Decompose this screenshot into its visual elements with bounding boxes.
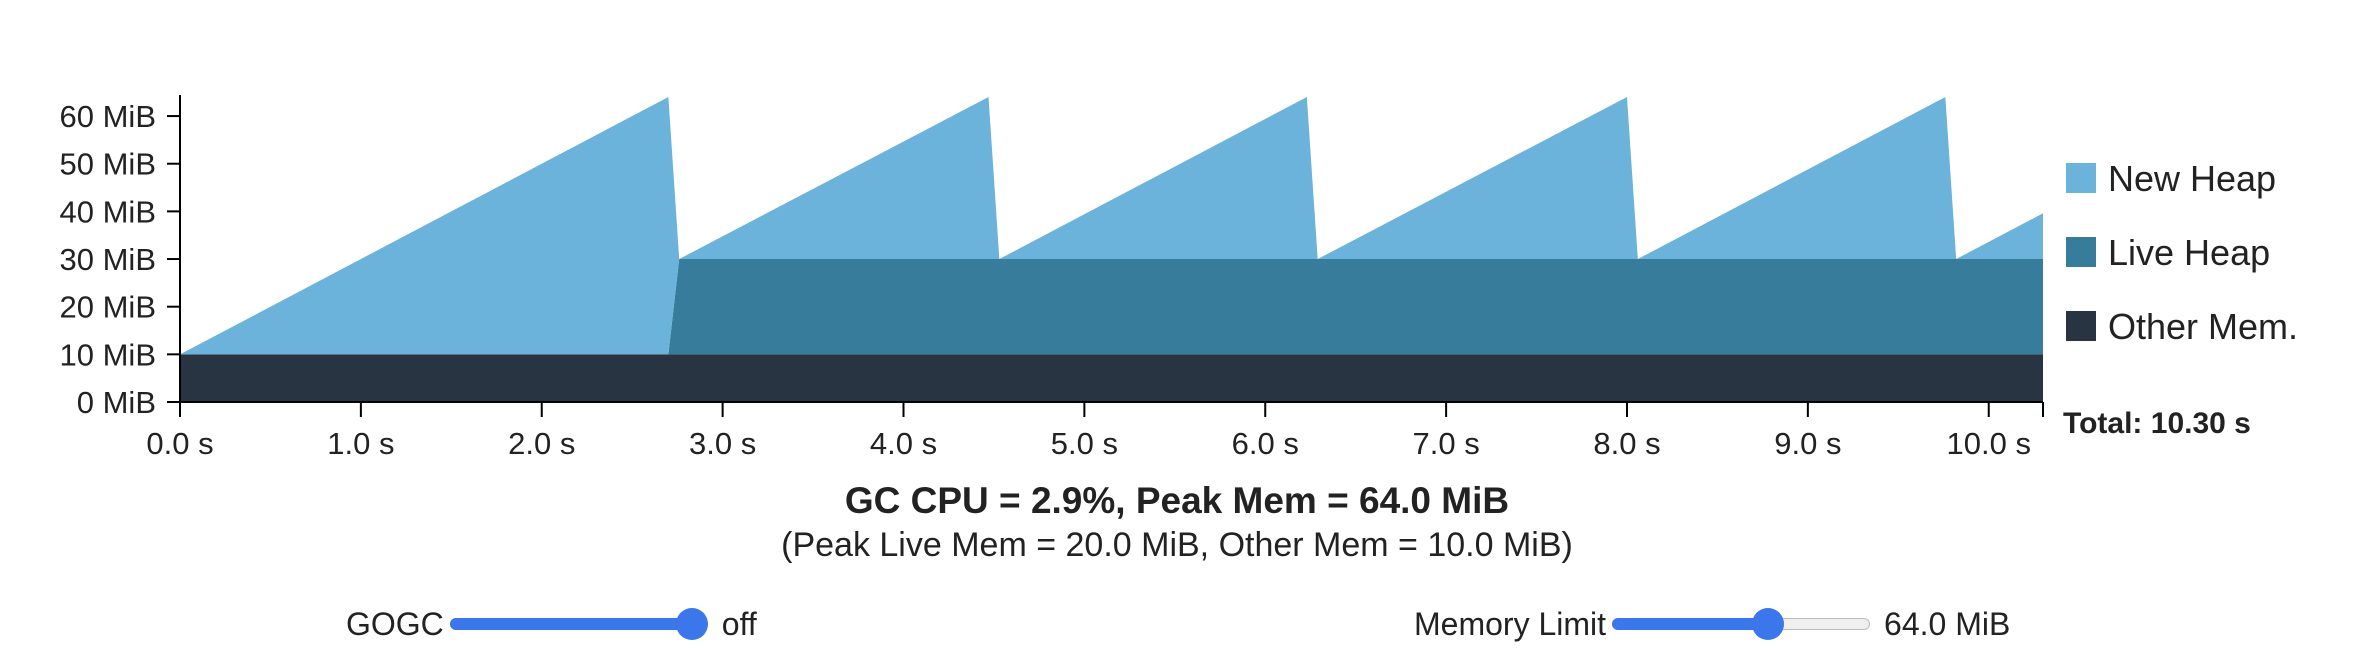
y-tick-label: 20 MiB [60,290,156,325]
gogc-slider-fill [449,618,692,630]
memory-limit-slider-thumb[interactable] [1752,608,1785,640]
x-tick-label: 3.0 s [689,426,756,461]
legend: New Heap Live Heap Other Mem. [2066,158,2298,347]
area-other-mem [180,354,2043,402]
legend-swatch-live-heap [2066,237,2096,267]
x-tick-label: 1.0 s [327,426,394,461]
memory-chart: 0 MiB 10 MiB 20 MiB 30 MiB 40 MiB 50 MiB 60 Mi… [60,95,2298,461]
legend-label-new-heap: New Heap [2108,158,2276,199]
memory-limit-slider-fill [1612,618,1769,630]
x-tick-label: 6.0 s [1232,426,1299,461]
legend-swatch-new-heap [2066,163,2096,193]
y-tick-label: 60 MiB [60,99,156,134]
summary-peak-live-other-mem: (Peak Live Mem = 20.0 MiB, Other Mem = 1… [781,526,1573,564]
area-live-heap [180,259,2043,355]
memory-limit-value: 64.0 MiB [1884,605,2011,642]
x-tick-label: 2.0 s [508,426,575,461]
y-tick-label: 40 MiB [60,194,156,229]
legend-swatch-other-mem [2066,311,2096,341]
x-tick-label: 7.0 s [1413,426,1480,461]
x-tick-label: 4.0 s [870,426,937,461]
gogc-label: GOGC [346,605,444,642]
gogc-control: GOGC off [346,598,757,650]
gogc-value: off [721,605,757,642]
x-tick-label: 9.0 s [1774,426,1841,461]
legend-label-live-heap: Live Heap [2108,232,2270,273]
y-tick-label: 30 MiB [60,242,156,277]
x-tick-label: 0.0 s [146,426,213,461]
x-tick-label: 5.0 s [1051,426,1118,461]
y-tick-label: 50 MiB [60,147,156,182]
memory-limit-control: Memory Limit 64.0 MiB [1414,598,2010,650]
memory-limit-slider[interactable] [1612,604,1871,644]
legend-label-other-mem: Other Mem. [2108,306,2298,347]
area-new-heap [180,97,2043,355]
gogc-slider-thumb[interactable] [675,608,708,640]
y-tick-label: 0 MiB [77,385,156,420]
area-layer [180,97,2043,402]
axes: 0 MiB 10 MiB 20 MiB 30 MiB 40 MiB 50 MiB 60 Mi… [60,95,2044,461]
x-tick-label: 10.0 s [1947,426,2031,461]
gogc-slider[interactable] [449,604,708,644]
x-tick-label: 8.0 s [1593,426,1660,461]
total-time-label: Total: 10.30 s [2063,407,2251,440]
y-tick-label: 10 MiB [60,337,156,372]
summary-gc-cpu-peak-mem: GC CPU = 2.9%, Peak Mem = 64.0 MiB [844,480,1510,521]
memory-limit-label: Memory Limit [1414,605,1607,642]
